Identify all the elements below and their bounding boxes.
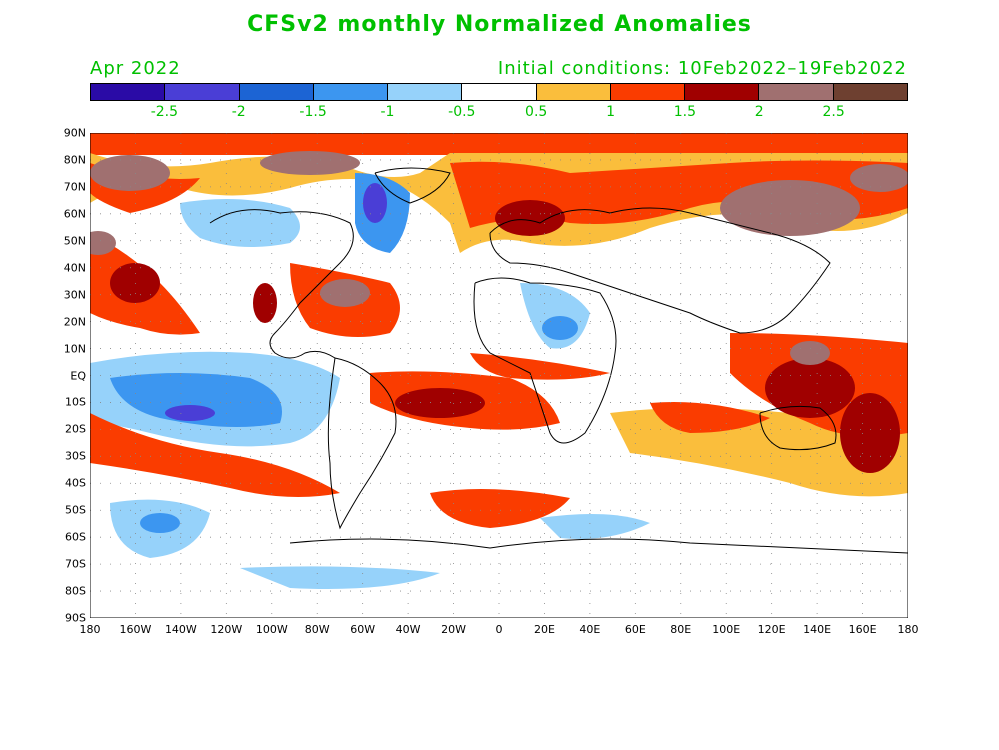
initial-conditions: Initial conditions: 10Feb2022–19Feb2022	[497, 58, 907, 79]
anomaly-antarctic-blue	[240, 566, 440, 589]
coastlines	[209, 167, 909, 554]
coast-north-america	[209, 209, 354, 359]
anomaly-pacific-ne-darkred	[110, 263, 160, 303]
anomaly-south-pacific-blue	[140, 513, 180, 533]
longitude-label: 100E	[712, 623, 741, 636]
forecast-month: Apr 2022	[90, 58, 181, 79]
longitude-label: 80E	[670, 623, 692, 636]
colorbar-segment	[313, 84, 389, 100]
anomaly-south-ocean-red	[430, 489, 570, 528]
anomaly-east-arctic-brown	[850, 164, 910, 192]
coast-africa	[473, 277, 617, 444]
latitude-label: 70S	[65, 557, 86, 571]
anomaly-pacific-blue	[110, 373, 282, 427]
colorbar-label: 2	[754, 104, 764, 120]
longitude-label: 160E	[848, 623, 877, 636]
colorbar-label: 0.5	[525, 104, 548, 120]
colorbar-label: -1	[380, 104, 395, 120]
longitude-label: 80W	[304, 623, 330, 636]
longitude-label: 40W	[395, 623, 421, 636]
longitude-label: 60E	[624, 623, 646, 636]
colorbar-segment	[388, 84, 463, 100]
latitude-label: 70N	[63, 180, 86, 194]
anomaly-southern-indian-blue	[540, 514, 650, 539]
colorbar-label: -2.5	[150, 104, 179, 120]
map-svg	[80, 132, 910, 619]
longitude-label: 0	[495, 623, 503, 636]
latitude-label: 50N	[63, 234, 86, 248]
colorbar-segment	[165, 84, 240, 100]
longitude-label: 140E	[803, 623, 832, 636]
coast-australia	[759, 405, 837, 451]
anomaly-alaska-brown	[90, 155, 170, 191]
colorbar-label: -1.5	[299, 104, 327, 120]
anomaly-atlantic-brown	[320, 279, 370, 307]
latitude-label: 20N	[63, 315, 86, 329]
latitude-label: 20S	[65, 422, 86, 436]
anomaly-tasman-darkred	[840, 393, 900, 473]
longitude-label: 100W	[255, 623, 288, 636]
anomaly-maritime-brown	[790, 341, 830, 365]
latitude-label: 90N	[63, 126, 86, 140]
latitude-label: 30N	[63, 288, 86, 302]
colorbar	[90, 83, 908, 101]
anomaly-sahara-midblue	[542, 316, 578, 340]
anomaly-pacific-darkblue	[165, 405, 215, 421]
latitude-label: 40N	[63, 261, 86, 275]
latitude-label: EQ	[70, 369, 86, 382]
coast-antarctica	[289, 538, 909, 554]
anomaly-map	[80, 132, 910, 619]
longitude-label: 140W	[164, 623, 197, 636]
colorbar-segment	[685, 84, 760, 100]
colorbar-segment	[462, 84, 537, 100]
anomaly-mexico-darkred	[253, 283, 277, 323]
colorbar-label: 1	[606, 104, 615, 120]
anomaly-south-pacific-red	[90, 413, 340, 497]
latitude-label: 80S	[65, 584, 86, 598]
chart-title: CFSv2 monthly Normalized Anomalies	[247, 12, 752, 37]
coast-eurasia	[489, 207, 831, 334]
colorbar-segment	[239, 84, 314, 100]
anomaly-europe-darkred	[495, 200, 565, 236]
anomaly-indian-red	[650, 402, 770, 433]
longitude-label: 120W	[210, 623, 243, 636]
colorbar-segment	[536, 84, 611, 100]
colorbar-label: 2.5	[822, 104, 845, 120]
latitude-label: 10S	[65, 395, 86, 409]
colorbar-label: -2	[231, 104, 246, 120]
longitude-label: 180	[79, 623, 101, 636]
latitude-label: 50S	[65, 503, 86, 517]
colorbar-label: -0.5	[448, 104, 476, 120]
latitude-label: 90S	[65, 611, 86, 625]
longitude-label: 40E	[579, 623, 601, 636]
latitude-label: 40S	[65, 476, 86, 490]
colorbar-label: 1.5	[673, 104, 697, 120]
longitude-label: 160W	[119, 623, 152, 636]
latitude-label: 60S	[65, 530, 86, 544]
colorbar-segment	[610, 84, 686, 100]
colorbar-segment	[833, 84, 907, 100]
latitude-label: 60N	[63, 207, 86, 221]
anomaly-siberia-brown	[720, 180, 860, 236]
grid-dots	[90, 133, 908, 618]
coast-south-america	[327, 357, 397, 530]
longitude-label: 20W	[441, 623, 466, 636]
anomaly-arctic-brown	[260, 151, 360, 175]
latitude-label: 30S	[65, 449, 86, 463]
longitude-label: 60W	[350, 623, 376, 636]
longitude-label: 20E	[533, 623, 555, 636]
colorbar-segment	[91, 84, 166, 100]
latitude-label: 10N	[63, 342, 86, 356]
latitude-label: 80N	[63, 153, 86, 167]
anomaly-sahel-red	[470, 353, 610, 380]
anomaly-fields	[80, 133, 910, 589]
coast-greenland	[374, 167, 451, 204]
longitude-label: 120E	[757, 623, 786, 636]
anomaly-labrador-darkblue	[363, 183, 387, 223]
anomaly-maritime-darkred	[765, 358, 855, 418]
colorbar-segment	[759, 84, 834, 100]
anomaly-south-atlantic-darkred	[395, 388, 485, 418]
longitude-label: 180	[897, 623, 919, 636]
